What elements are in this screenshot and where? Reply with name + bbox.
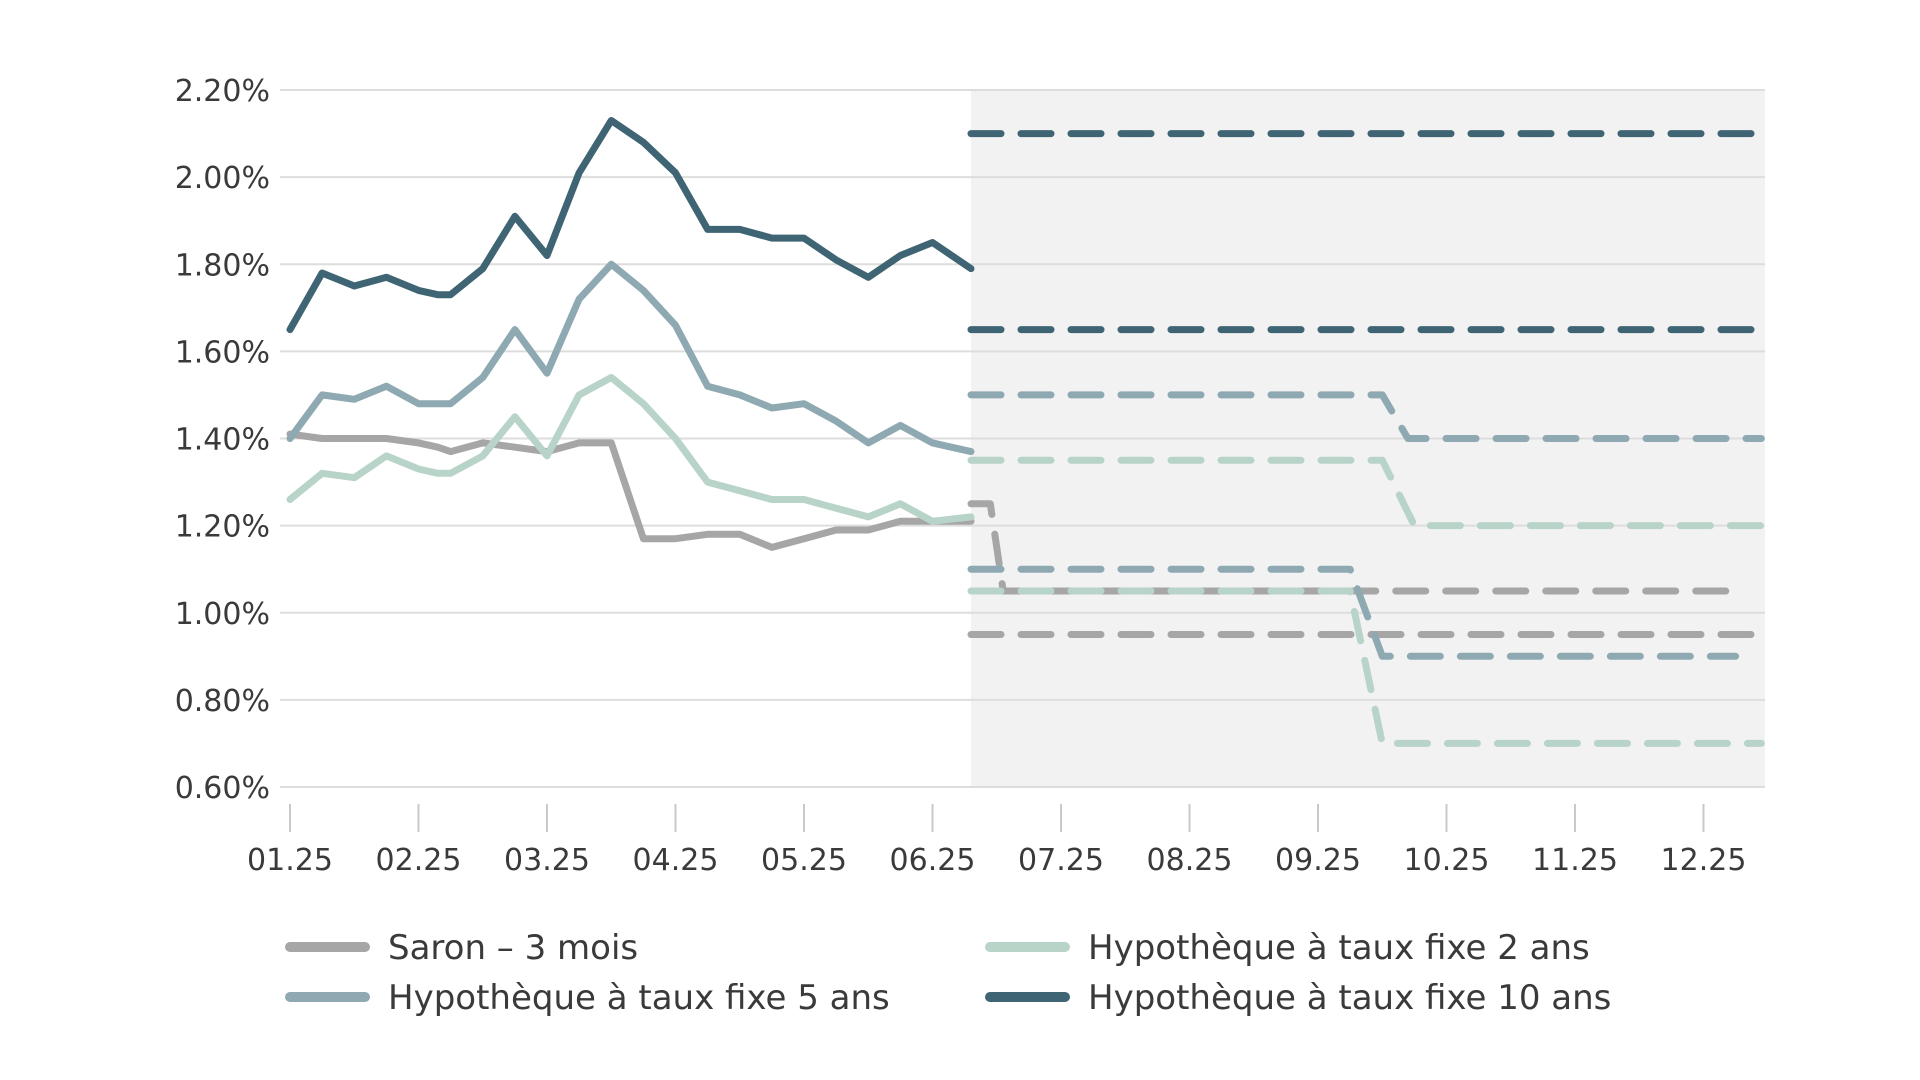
forecast-line [967, 391, 1765, 442]
x-tick-label: 05.25 [761, 843, 847, 878]
legend-label: Hypothèque à taux fixe 5 ans [388, 978, 890, 1018]
y-tick-label: 2.20% [175, 74, 270, 109]
legend-label: Saron – 3 mois [388, 928, 638, 968]
x-axis-ticks: 01.25 02.25 03.25 04.25 05.25 06.25 07.25 08.25… [247, 804, 1746, 878]
legend-label: Hypothèque à taux fixe 2 ans [1088, 928, 1590, 968]
historical-series [286, 117, 975, 551]
x-tick-label: 10.25 [1404, 843, 1490, 878]
forecast-line [967, 456, 1765, 530]
y-tick-label: 1.20% [175, 510, 270, 545]
x-tick-label: 03.25 [504, 843, 590, 878]
series-line [286, 117, 975, 334]
forecast-lines [967, 130, 1765, 747]
x-tick-label: 08.25 [1147, 843, 1233, 878]
series-line [286, 260, 975, 456]
x-tick-label: 07.25 [1018, 843, 1104, 878]
legend: Saron – 3 mois Hypothèque à taux fixe 2 a… [285, 928, 1611, 1018]
x-tick-label: 11.25 [1532, 843, 1618, 878]
legend-label: Hypothèque à taux fixe 10 ans [1088, 978, 1611, 1018]
series-line [286, 374, 975, 525]
y-tick-label: 1.60% [175, 335, 270, 370]
forecast-line [967, 587, 1765, 747]
series-line [286, 430, 975, 551]
y-tick-label: 1.00% [175, 597, 270, 632]
x-tick-label: 04.25 [633, 843, 719, 878]
y-tick-label: 2.00% [175, 161, 270, 196]
x-tick-label: 12.25 [1661, 843, 1747, 878]
y-tick-label: 1.40% [175, 423, 270, 458]
x-tick-label: 02.25 [376, 843, 462, 878]
y-tick-label: 1.80% [175, 248, 270, 283]
gridlines [280, 89, 1765, 788]
y-tick-label: 0.80% [175, 684, 270, 719]
y-axis-ticks: 0.60% 0.80% 1.00% 1.20% 1.40% 1.60% 1.80% 2.00%… [175, 74, 270, 806]
x-tick-label: 09.25 [1275, 843, 1361, 878]
x-tick-label: 06.25 [890, 843, 976, 878]
forecast-line [967, 565, 1740, 660]
x-tick-label: 01.25 [247, 843, 333, 878]
y-tick-label: 0.60% [175, 771, 270, 806]
